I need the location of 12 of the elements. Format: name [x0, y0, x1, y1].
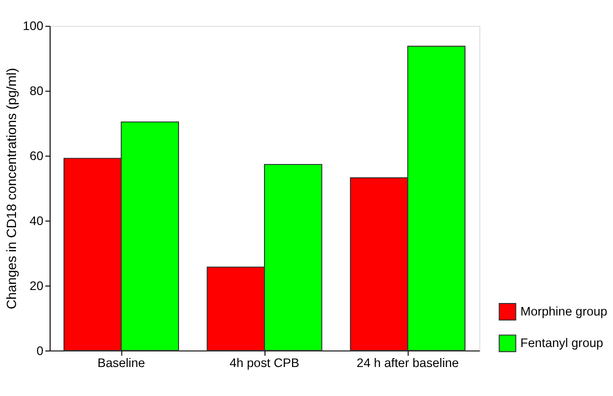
y-tick-label: 0: [36, 344, 44, 358]
y-tick-label: 60: [30, 148, 44, 163]
legend-label: Fentanyl group: [520, 336, 604, 350]
y-tick-label: 20: [30, 278, 44, 293]
x-tick-label: Baseline: [97, 356, 146, 370]
x-tick-label: 24 h after baseline: [356, 356, 459, 370]
y-tick-label: 40: [30, 214, 44, 228]
y-tick-label: 80: [30, 84, 44, 98]
y-tick-label: 100: [22, 19, 44, 34]
legend-label: Morphine group: [520, 304, 608, 319]
y-axis-title: Changes in CD18 concentrations (pg/ml): [4, 68, 20, 310]
x-tick-label: 4h post CPB: [230, 356, 300, 370]
